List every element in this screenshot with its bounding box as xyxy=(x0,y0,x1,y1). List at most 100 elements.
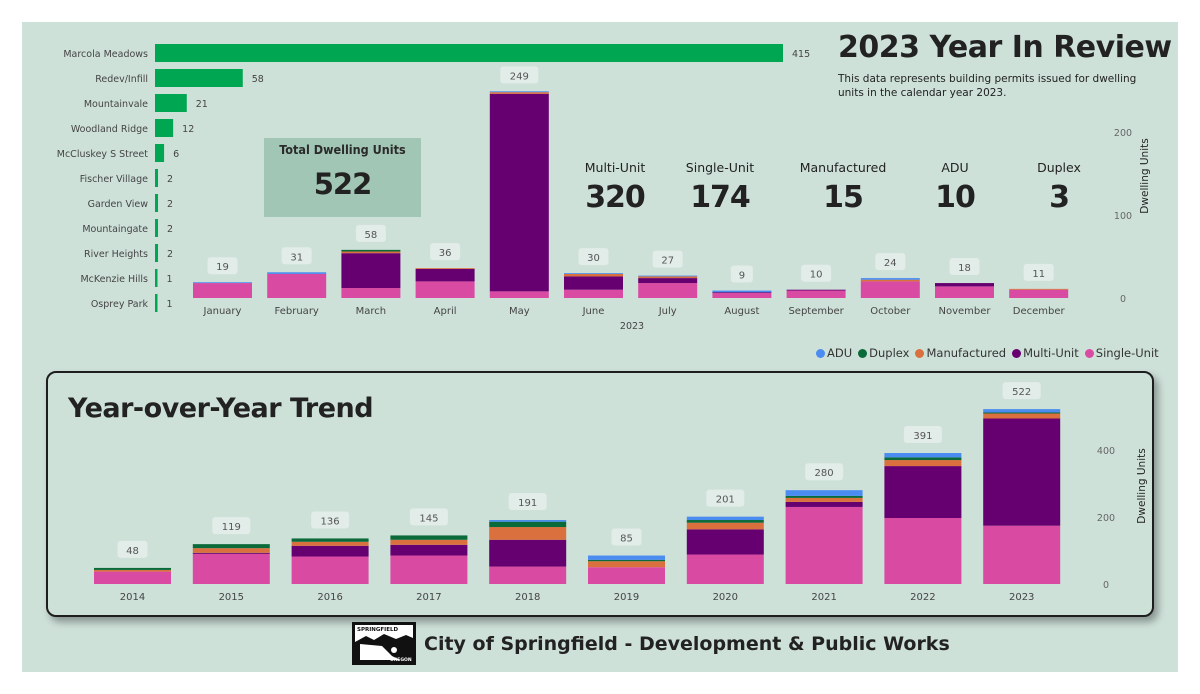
month-bar-segment-single-unit xyxy=(712,293,772,298)
month-total-label-bg xyxy=(500,66,539,84)
month-tick-label: December xyxy=(1013,306,1066,317)
month-bar-segment-single-unit xyxy=(564,289,623,298)
subdivision-bar xyxy=(155,144,165,162)
legend-dot-icon xyxy=(858,348,868,358)
year-bar-segment-manufactured xyxy=(291,541,369,546)
subdivision-bar xyxy=(155,119,174,137)
month-total-label-bg xyxy=(801,264,832,282)
kpi-multi-unit: Multi-Unit 320 xyxy=(560,160,670,215)
legend-label: ADU xyxy=(827,346,853,360)
month-tick-label: August xyxy=(724,306,759,317)
year-total-label: 391 xyxy=(913,431,932,442)
year-bar-segment-adu xyxy=(588,555,665,560)
month-tick-label: July xyxy=(658,306,677,317)
legend-item-manufactured[interactable]: Manufactured xyxy=(915,346,1006,360)
y-tick-label: 0 xyxy=(1103,580,1109,591)
kpi-value: 320 xyxy=(585,180,646,215)
legend-item-adu[interactable]: ADU xyxy=(816,346,852,360)
year-bar-segment-manufactured xyxy=(390,539,468,545)
year-bar-segment-adu xyxy=(983,409,1061,413)
month-bar-segment-single-unit xyxy=(935,286,994,298)
year-bar-segment-adu xyxy=(785,490,863,496)
year-bar-segment-adu xyxy=(884,453,962,458)
x-axis-title: 2023 xyxy=(620,321,644,332)
month-total-label: 9 xyxy=(739,271,745,282)
year-bar-segment-single-unit xyxy=(291,556,369,584)
year-bar-segment-duplex xyxy=(390,535,468,540)
subdivision-bar xyxy=(155,44,783,62)
legend-dot-icon xyxy=(915,348,925,358)
year-bar-segment-duplex xyxy=(884,457,962,461)
month-bar-segment-adu xyxy=(193,282,252,284)
year-bar-segment-duplex xyxy=(785,495,863,498)
year-bar-segment-manufactured xyxy=(884,460,962,467)
kpi-label: Single-Unit xyxy=(685,160,755,175)
year-bar-segment-single-unit xyxy=(588,567,665,584)
month-bar-segment-single-unit xyxy=(786,290,846,298)
year-bar-segment-duplex xyxy=(489,521,567,528)
subdivision-bar xyxy=(155,194,159,212)
year-total-label-bg xyxy=(508,493,547,511)
year-tick-label: 2019 xyxy=(614,592,639,603)
year-bar-segment-manufactured xyxy=(192,548,270,553)
year-bar-segment-multi-unit xyxy=(390,544,468,556)
year-bar-segment-duplex xyxy=(686,520,764,523)
month-bar-segment-adu xyxy=(267,272,327,274)
month-total-label: 36 xyxy=(439,248,452,259)
subdivision-value: 2 xyxy=(167,224,173,235)
month-bar-segment-manufactured xyxy=(1009,288,1069,290)
legend-item-multi-unit[interactable]: Multi-Unit xyxy=(1012,346,1079,360)
subdivision-label: McCluskey S Street xyxy=(57,149,149,160)
month-total-label: 18 xyxy=(958,263,971,274)
month-bar-segment-multi-unit xyxy=(638,278,698,284)
year-total-label: 522 xyxy=(1012,387,1031,398)
month-bar-segment-single-unit xyxy=(638,283,698,298)
kpi-label: Duplex xyxy=(1037,160,1081,175)
month-bar-segment-manufactured xyxy=(860,279,920,282)
year-total-label: 191 xyxy=(518,498,537,509)
subdivision-value: 1 xyxy=(167,274,173,285)
month-tick-label: February xyxy=(275,306,319,317)
footer: SPRINGFIELD OREGON City of Springfield -… xyxy=(352,622,950,665)
subdivision-bar xyxy=(155,294,158,312)
year-tick-label: 2020 xyxy=(713,592,738,603)
kpi-label: ADU xyxy=(941,160,969,175)
subdivision-bar xyxy=(155,269,158,287)
yoy-title: Year-over-Year Trend xyxy=(68,393,374,424)
subdivision-value: 2 xyxy=(167,174,173,185)
subdivision-bar xyxy=(155,169,159,187)
year-total-label: 48 xyxy=(126,546,139,557)
month-total-label: 31 xyxy=(290,252,303,263)
month-total-label-bg xyxy=(281,247,312,265)
month-total-label-bg xyxy=(1023,263,1054,281)
month-total-label: 19 xyxy=(216,262,229,273)
kpi-single-unit: Single-Unit 174 xyxy=(665,160,775,215)
month-total-label-bg xyxy=(730,265,753,283)
month-total-label-bg xyxy=(207,257,238,275)
subdivision-label: Woodland Ridge xyxy=(71,124,148,135)
subdivision-label: Osprey Park xyxy=(91,299,149,310)
legend-item-single-unit[interactable]: Single-Unit xyxy=(1084,346,1159,360)
subdivision-bar xyxy=(155,219,159,237)
total-label: Total Dwelling Units xyxy=(279,142,406,157)
month-bar-segment-multi-unit xyxy=(712,292,772,294)
legend-label: Manufactured xyxy=(926,346,1007,360)
year-bar-segment-manufactured xyxy=(94,569,171,572)
year-bar-segment-single-unit xyxy=(785,506,863,584)
year-bar-segment-duplex xyxy=(192,544,270,549)
year-total-label: 136 xyxy=(321,516,340,527)
year-bar-segment-single-unit xyxy=(390,555,468,584)
legend-item-duplex[interactable]: Duplex xyxy=(858,346,909,360)
year-bar-segment-single-unit xyxy=(489,566,567,584)
month-bar-segment-adu xyxy=(564,273,623,274)
subdivision-label: Mountainvale xyxy=(84,99,148,110)
subdivision-label: River Heights xyxy=(84,249,148,260)
svg-text:OREGON: OREGON xyxy=(390,657,412,663)
month-bar-segment-multi-unit xyxy=(415,268,475,282)
year-bar-segment-adu xyxy=(686,516,764,521)
kpi-value: 174 xyxy=(690,180,751,215)
subdivision-label: Redev/Infill xyxy=(95,74,148,85)
subdivision-value: 2 xyxy=(167,249,173,260)
month-bar-segment-manufactured xyxy=(564,273,623,277)
subdivision-value: 415 xyxy=(792,49,810,60)
